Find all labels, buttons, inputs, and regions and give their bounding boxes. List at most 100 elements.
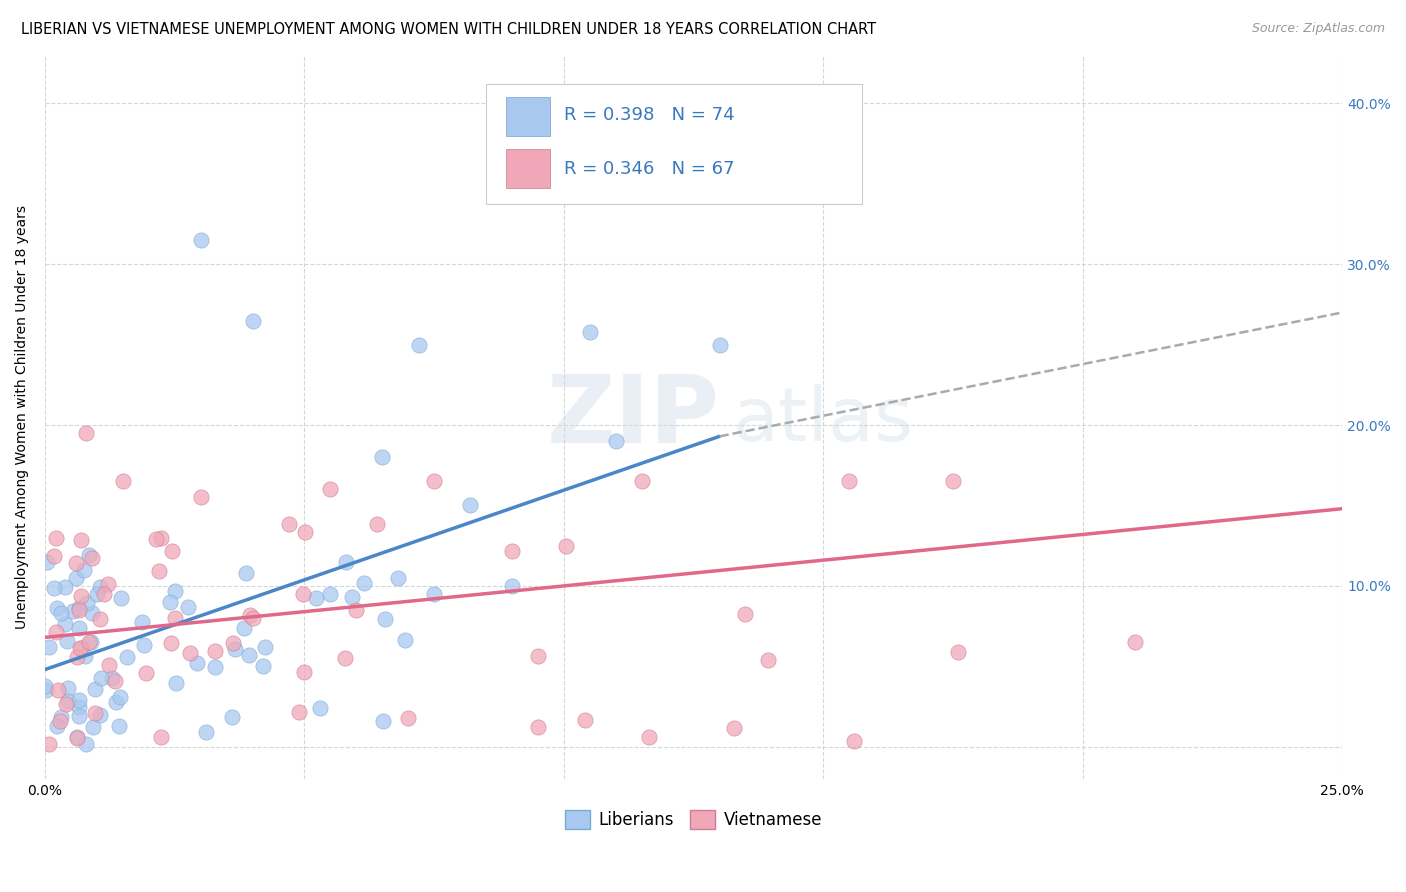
Point [460,499,482,513]
Point [148,564,170,578]
Point [1123,635,1146,649]
Point [66,731,89,745]
Point [242,611,264,625]
Point [51,710,73,724]
Point [111,475,134,489]
Point [84,706,107,720]
Point [46,683,69,698]
Point [374,612,396,626]
Point [45,531,67,545]
Point [423,587,446,601]
Point [527,649,550,664]
Text: atlas: atlas [733,384,914,457]
Point [89,580,111,594]
Point [110,591,132,606]
Point [67,600,90,615]
Point [942,475,965,489]
Point [527,720,550,734]
Point [70,590,93,604]
Point [235,566,257,580]
Point [204,643,226,657]
Point [110,690,132,705]
Point [842,734,865,748]
Point [224,641,246,656]
Point [501,543,523,558]
Point [66,731,89,745]
Point [342,590,364,604]
Point [319,483,342,497]
Point [131,615,153,629]
Point [82,720,104,734]
Point [67,621,90,635]
Point [89,612,111,626]
Point [221,710,243,724]
Point [163,611,186,625]
Point [333,651,356,665]
Point [946,645,969,659]
Point [186,656,208,670]
Point [149,531,172,545]
Point [232,621,254,635]
Point [105,695,128,709]
Point [69,640,91,655]
Point [38,640,60,654]
Point [221,636,243,650]
Point [149,731,172,745]
Point [97,577,120,591]
Point [34,680,56,694]
Point [190,491,212,505]
Point [82,607,104,621]
Point [294,525,316,540]
Point [756,653,779,667]
Point [49,714,72,728]
Point [80,634,103,648]
Point [723,721,745,735]
Point [69,641,91,656]
Point [630,475,652,489]
Point [67,709,90,723]
Point [190,233,212,247]
Point [35,555,58,569]
Point [579,325,602,339]
Point [76,426,98,441]
Point [65,571,87,585]
Point [80,551,103,566]
Legend: Liberians, Vietnamese: Liberians, Vietnamese [558,804,830,836]
Point [239,608,262,623]
Point [408,337,430,351]
Point [605,434,627,449]
Point [86,587,108,601]
Point [77,635,100,649]
Point [253,640,276,654]
Point [194,725,217,739]
Point [288,705,311,719]
Point [45,625,67,640]
Point [67,700,90,714]
Text: ZIP: ZIP [547,371,720,463]
Point [423,475,446,489]
Point [177,599,200,614]
Point [42,549,65,563]
Point [344,603,367,617]
Point [46,601,69,615]
Point [501,579,523,593]
Point [734,607,756,621]
Point [38,737,60,751]
Point [160,544,183,558]
Point [76,596,98,610]
Point [46,719,69,733]
Point [145,532,167,546]
Point [49,606,72,620]
FancyBboxPatch shape [486,84,862,203]
Point [387,571,409,585]
Point [252,659,274,673]
Point [67,692,90,706]
Text: Source: ZipAtlas.com: Source: ZipAtlas.com [1251,22,1385,36]
Point [159,636,181,650]
Point [97,658,120,673]
Point [55,697,77,711]
Point [709,337,731,351]
Point [56,694,79,708]
Point [135,665,157,680]
Text: LIBERIAN VS VIETNAMESE UNEMPLOYMENT AMONG WOMEN WITH CHILDREN UNDER 18 YEARS COR: LIBERIAN VS VIETNAMESE UNEMPLOYMENT AMON… [21,22,876,37]
